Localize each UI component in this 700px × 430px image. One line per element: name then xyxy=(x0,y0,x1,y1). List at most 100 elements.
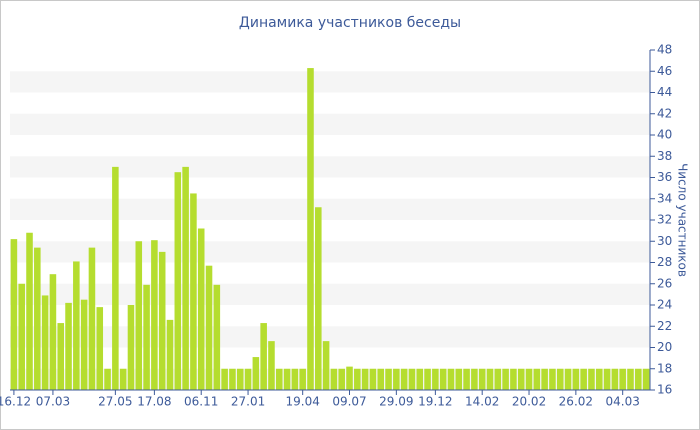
y-tick-label: 42 xyxy=(657,106,672,120)
bar xyxy=(104,368,111,390)
bar xyxy=(57,323,65,390)
y-tick-label: 18 xyxy=(657,361,672,375)
x-tick-label: 27.05 xyxy=(98,395,132,409)
bar xyxy=(197,228,205,390)
y-tick-label: 30 xyxy=(657,234,672,248)
bar xyxy=(635,368,642,390)
bar xyxy=(385,368,392,390)
y-tick-label: 34 xyxy=(657,191,672,205)
bar xyxy=(205,265,213,390)
x-tick-label: 16.12 xyxy=(0,395,31,409)
bar xyxy=(377,368,385,390)
bar xyxy=(549,368,556,390)
y-tick-label: 20 xyxy=(657,340,672,354)
grid-band xyxy=(10,156,650,178)
bar xyxy=(354,368,361,390)
bar xyxy=(166,319,174,390)
bar xyxy=(494,368,502,390)
bar xyxy=(486,368,494,390)
bar xyxy=(34,247,41,390)
bar xyxy=(408,368,416,390)
bar xyxy=(26,232,33,390)
grid-band xyxy=(10,198,650,220)
bar xyxy=(541,368,548,390)
bar xyxy=(455,368,463,390)
bar xyxy=(10,239,18,390)
bar xyxy=(463,368,470,390)
bar xyxy=(564,368,572,390)
bar xyxy=(471,368,478,390)
bar xyxy=(127,305,135,390)
bar xyxy=(330,368,338,390)
x-tick-label: 27.01 xyxy=(231,395,265,409)
bar xyxy=(244,368,252,390)
bar xyxy=(502,368,509,390)
bar xyxy=(510,368,517,390)
y-tick-label: 48 xyxy=(657,43,672,57)
bar xyxy=(221,368,228,390)
x-tick-label: 17.08 xyxy=(137,395,171,409)
bar xyxy=(213,284,221,390)
bar xyxy=(151,240,158,390)
bar xyxy=(517,368,525,390)
bar xyxy=(619,368,626,390)
bar xyxy=(432,368,439,390)
x-tick-label: 19.04 xyxy=(286,395,320,409)
bar xyxy=(174,172,182,390)
x-tick-label: 26.02 xyxy=(559,395,593,409)
bar xyxy=(41,295,49,390)
y-tick-label: 16 xyxy=(657,383,672,397)
bar xyxy=(182,166,189,390)
bar xyxy=(49,274,57,390)
bar xyxy=(283,368,291,390)
bar xyxy=(307,68,314,390)
bar xyxy=(556,368,564,390)
bar xyxy=(158,251,166,390)
bar xyxy=(533,368,541,390)
bar xyxy=(268,341,275,390)
bar xyxy=(18,283,25,390)
bar xyxy=(642,368,650,390)
x-tick-label: 14.02 xyxy=(465,395,499,409)
y-tick-label: 26 xyxy=(657,276,672,290)
y-tick-label: 32 xyxy=(657,213,672,227)
grid-band xyxy=(10,326,650,348)
bar xyxy=(416,368,424,390)
x-tick-label: 06.11 xyxy=(184,395,218,409)
x-tick-label: 19.12 xyxy=(418,395,452,409)
bar xyxy=(400,368,408,390)
bar xyxy=(588,368,595,390)
bar xyxy=(525,368,533,390)
x-tick-label: 04.03 xyxy=(606,395,640,409)
bar xyxy=(315,207,322,390)
x-tick-label: 09.07 xyxy=(332,395,366,409)
bar xyxy=(229,368,236,390)
bar xyxy=(393,368,400,390)
bar xyxy=(611,368,619,390)
y-tick-label: 24 xyxy=(657,298,672,312)
bar xyxy=(65,302,72,390)
chart-title: Динамика участников беседы xyxy=(239,15,461,31)
bar xyxy=(572,368,580,390)
y-tick-label: 36 xyxy=(657,170,672,184)
y-tick-label: 46 xyxy=(657,64,672,78)
y-tick-label: 28 xyxy=(657,255,672,269)
bar xyxy=(291,368,299,390)
grid-band xyxy=(10,113,650,135)
grid-band xyxy=(10,71,650,93)
y-tick-label: 22 xyxy=(657,319,672,333)
bar xyxy=(190,193,197,390)
bar xyxy=(424,368,431,390)
bar xyxy=(73,261,80,390)
y-tick-label: 44 xyxy=(657,85,672,99)
x-tick-label: 07.03 xyxy=(36,395,70,409)
x-tick-label: 20.02 xyxy=(512,395,546,409)
bar xyxy=(80,299,88,390)
y-tick-label: 38 xyxy=(657,149,672,163)
bar xyxy=(369,368,377,390)
bar xyxy=(112,166,119,390)
bar xyxy=(346,366,353,390)
grid-band xyxy=(10,241,650,263)
bar xyxy=(338,368,345,390)
